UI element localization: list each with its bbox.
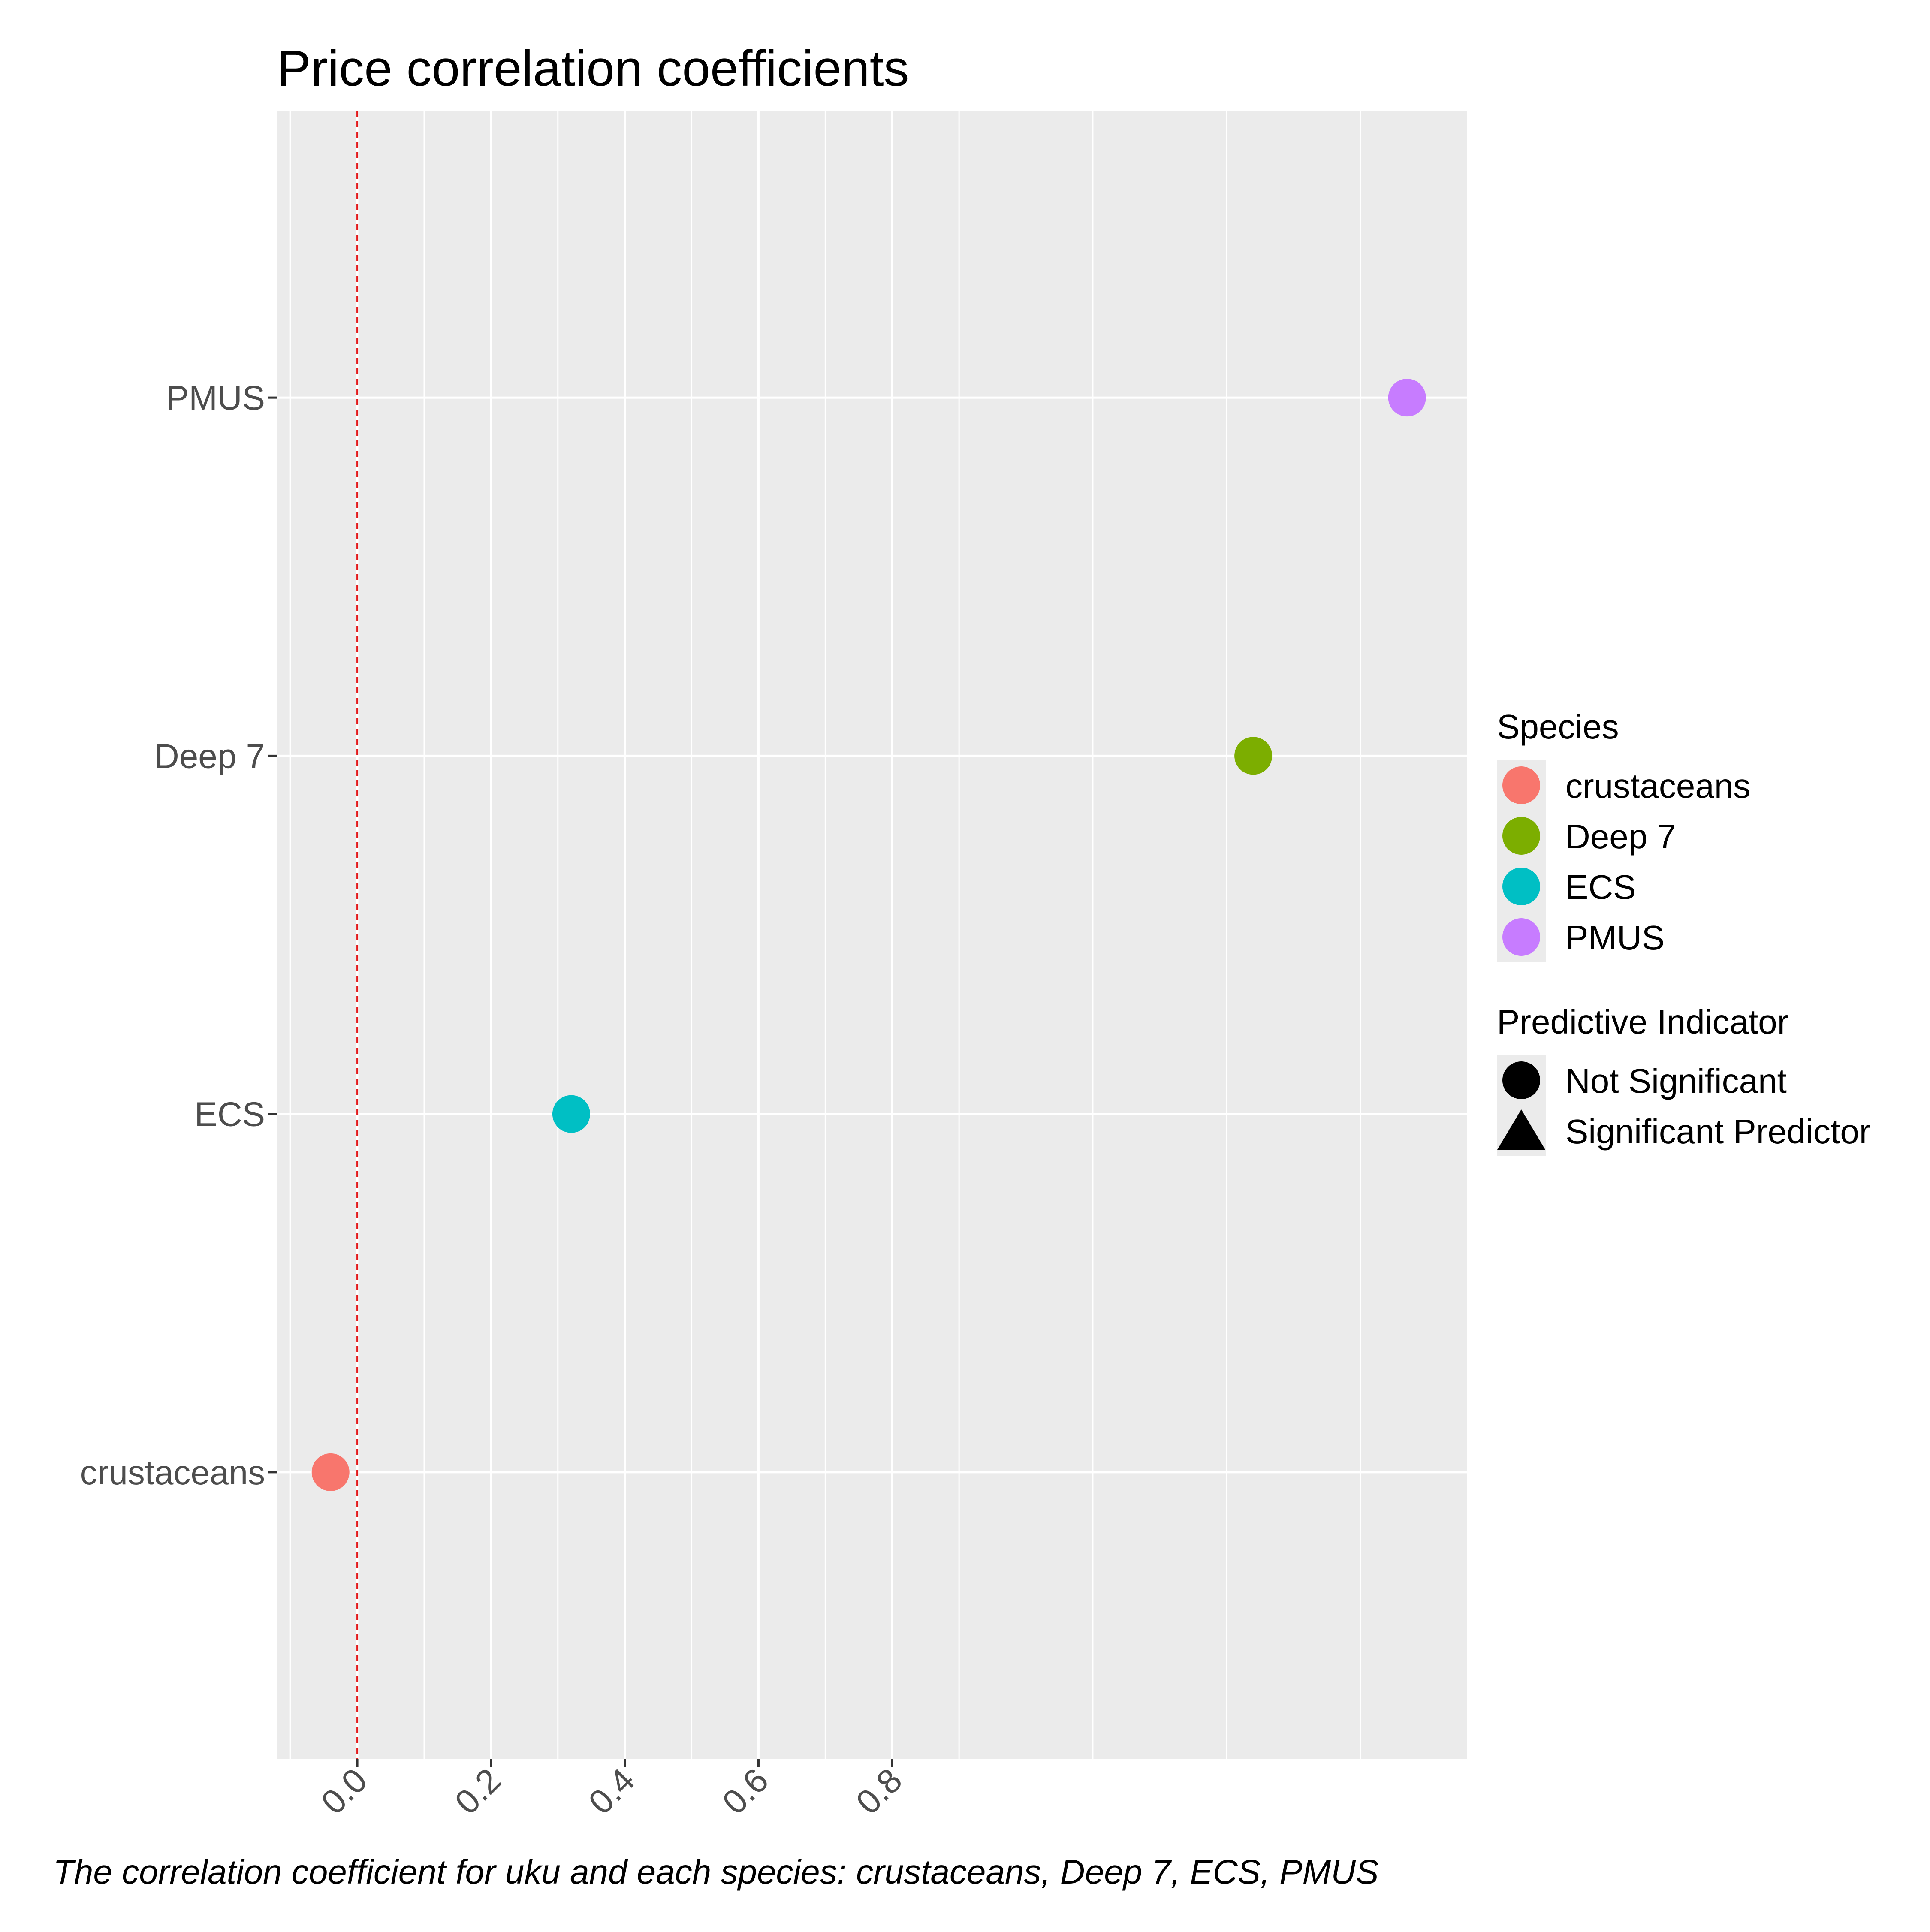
legend-species-label: crustaceans (1565, 767, 1750, 805)
plot-panel (277, 111, 1467, 1759)
data-point (1388, 379, 1426, 417)
legend-key-circle (1502, 817, 1540, 855)
legend-key-triangle-icon (1497, 1109, 1545, 1150)
data-point (311, 1453, 350, 1491)
chart-caption: The correlation coefficient for uku and … (53, 1853, 1378, 1891)
legend-species-label: PMUS (1565, 919, 1665, 957)
y-tick-label: Deep 7 (154, 737, 265, 775)
x-tick-label: 0.6 (715, 1761, 776, 1822)
grid-layer (277, 111, 1467, 1759)
data-point (1234, 737, 1273, 775)
x-tick-label: 0.2 (447, 1761, 508, 1822)
data-point (552, 1095, 590, 1133)
chart-title: Price correlation coefficients (277, 40, 909, 97)
x-tick-label: 0.0 (314, 1761, 375, 1822)
legend-key-circle (1502, 766, 1540, 804)
legend-indicator-title: Predictive Indicator (1497, 1003, 1788, 1041)
legend-species-label: Deep 7 (1565, 817, 1676, 856)
y-tick-label: PMUS (166, 379, 265, 417)
legend-indicator-label: Significant Predictor (1565, 1112, 1870, 1151)
legend-key-circle-icon (1502, 1061, 1540, 1099)
x-tick-label: 0.8 (849, 1761, 910, 1822)
legend-species-title: Species (1497, 708, 1619, 746)
y-tick-label: ECS (195, 1095, 265, 1133)
legend-key-circle (1502, 918, 1540, 956)
legend-species-label: ECS (1565, 868, 1636, 906)
points-layer (311, 379, 1426, 1491)
legend-key-circle (1502, 868, 1540, 905)
x-tick-label: 0.4 (581, 1761, 642, 1822)
legend-indicator-label: Not Significant (1565, 1062, 1787, 1100)
y-tick-label: crustaceans (80, 1453, 265, 1492)
legend: Species Predictive Indicator crustaceans… (1497, 708, 1870, 1156)
